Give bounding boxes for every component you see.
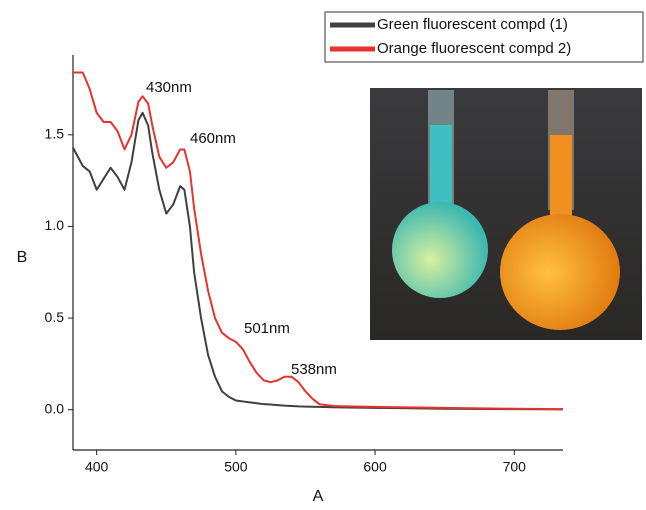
x-axis-label: A (313, 488, 324, 505)
inset-photo (370, 88, 642, 340)
annotation: 460nm (190, 130, 236, 147)
x-tick-label: 500 (224, 459, 248, 475)
x-tick-label: 600 (363, 459, 387, 475)
annotation: 501nm (244, 320, 290, 337)
legend-label: Green fluorescent compd (1) (377, 16, 568, 33)
y-tick-label: 1.5 (45, 125, 65, 141)
series-line (72, 111, 564, 411)
y-tick-label: 1.0 (45, 217, 65, 233)
annotation: 430nm (146, 79, 192, 96)
legend-label: Orange fluorescent compd 2) (377, 40, 571, 57)
y-tick-label: 0.0 (45, 400, 65, 416)
legend: Green fluorescent compd (1) Orange fluore… (324, 11, 644, 63)
annotation: 538nm (291, 361, 337, 378)
y-axis-label: B (17, 249, 28, 266)
x-tick-label: 700 (503, 459, 527, 475)
x-tick-label: 400 (85, 459, 109, 475)
y-tick-label: 0.5 (45, 309, 65, 325)
series-line (73, 71, 564, 411)
